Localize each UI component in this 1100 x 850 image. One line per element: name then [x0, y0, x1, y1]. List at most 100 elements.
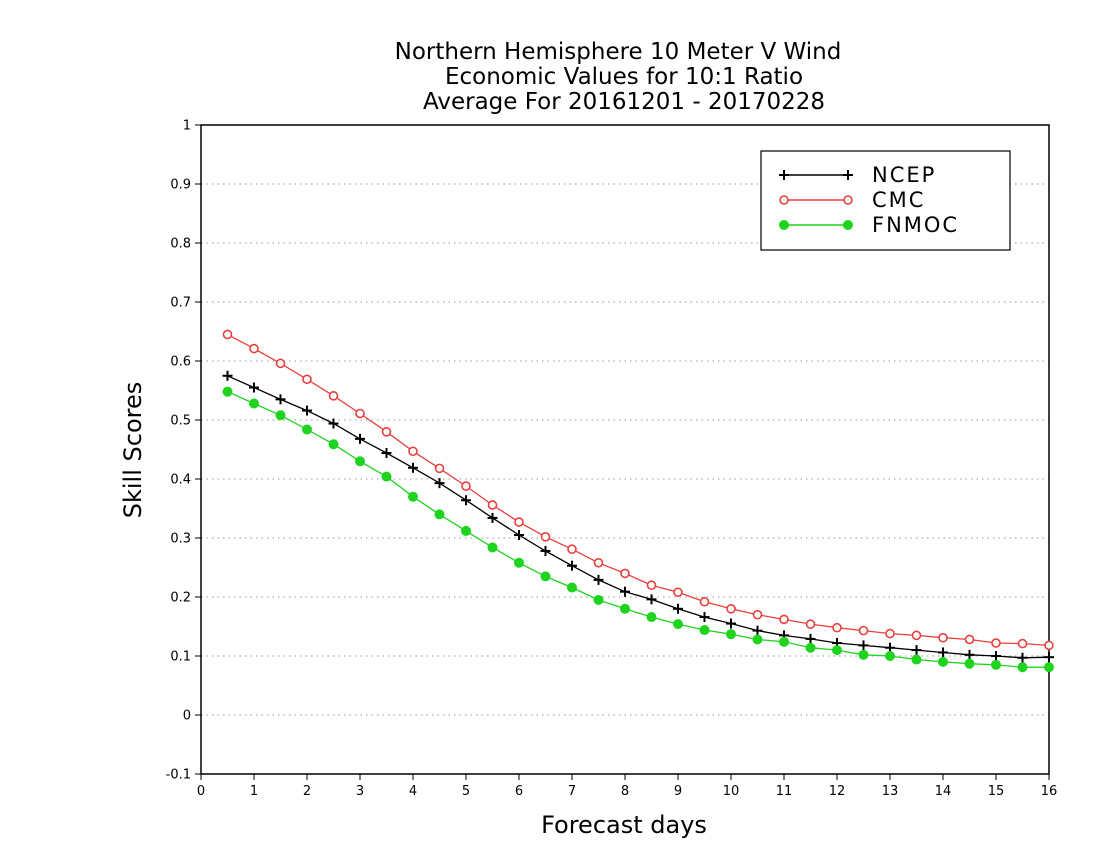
data-point-ncep	[911, 645, 922, 656]
data-point-fnmoc	[646, 612, 657, 623]
data-point-fnmoc	[408, 491, 418, 502]
legend-marker	[779, 170, 789, 180]
legend-item-cmc: CMC	[779, 188, 925, 212]
y-tick-label: 0.5	[170, 414, 191, 429]
data-point-cmc	[858, 625, 869, 636]
data-point-cmc	[646, 580, 657, 591]
data-point-ncep	[964, 649, 975, 660]
y-axis-label: Skill Scores	[119, 382, 147, 519]
data-point-ncep	[434, 478, 445, 489]
title-line-1: Northern Hemisphere 10 Meter V Wind	[395, 39, 842, 65]
axis-ticks: -0.100.10.20.30.40.50.60.70.80.910 1 2 3 4 5 6…	[166, 119, 1058, 800]
data-point-cmc	[1017, 638, 1028, 649]
data-point-ncep	[673, 603, 683, 614]
legend-marker	[843, 195, 853, 205]
x-tick-label: 6	[515, 784, 523, 799]
series-line-cmc	[227, 333, 1050, 647]
legend-label-fnmoc: FNMOC	[872, 213, 959, 237]
data-point-fnmoc	[222, 386, 233, 397]
data-point-cmc	[328, 391, 339, 401]
legend-marker	[843, 220, 853, 230]
x-tick-label: 8	[621, 784, 629, 799]
data-point-ncep	[726, 618, 736, 629]
data-point-fnmoc	[911, 654, 922, 665]
data-point-fnmoc	[858, 649, 869, 660]
data-point-cmc	[593, 557, 604, 568]
data-point-fnmoc	[381, 471, 392, 482]
data-point-ncep	[408, 462, 418, 473]
data-point-cmc	[911, 630, 922, 641]
data-point-ncep	[461, 495, 471, 506]
data-point-ncep	[275, 394, 286, 405]
data-point-cmc	[991, 638, 1001, 648]
data-point-fnmoc	[620, 603, 630, 614]
data-point-cmc	[461, 481, 471, 491]
data-point-cmc	[699, 596, 710, 607]
data-point-ncep	[540, 545, 551, 556]
data-point-cmc	[249, 343, 259, 354]
data-point-fnmoc	[302, 424, 312, 435]
data-point-fnmoc	[514, 557, 524, 568]
data-point-cmc	[620, 568, 630, 579]
data-point-cmc	[540, 532, 551, 542]
legend-label-cmc: CMC	[872, 188, 925, 212]
y-tick-label: 1	[183, 119, 191, 134]
data-point-ncep	[646, 594, 657, 605]
y-tick-label: -0.1	[166, 768, 191, 783]
data-point-ncep	[249, 382, 259, 393]
data-point-cmc	[1044, 640, 1054, 651]
data-point-ncep	[620, 586, 630, 597]
legend-item-fnmoc: FNMOC	[779, 213, 959, 237]
data-point-cmc	[964, 634, 975, 645]
data-point-fnmoc	[699, 625, 710, 636]
data-point-cmc	[938, 632, 948, 643]
data-point-ncep	[514, 530, 524, 541]
y-tick-label: 0.2	[170, 591, 191, 606]
y-tick-label: 0.4	[170, 473, 191, 488]
series-line-ncep	[227, 375, 1050, 659]
data-point-fnmoc	[275, 410, 286, 421]
data-point-cmc	[752, 609, 763, 620]
x-tick-label: 12	[829, 784, 846, 799]
x-tick-label: 15	[988, 784, 1005, 799]
data-point-cmc	[355, 408, 365, 419]
data-point-ncep	[938, 647, 948, 658]
data-point-fnmoc	[938, 656, 948, 667]
y-tick-label: 0	[183, 709, 191, 724]
x-tick-label: 4	[409, 784, 417, 799]
x-tick-label: 9	[674, 784, 682, 799]
y-tick-label: 0.1	[170, 650, 191, 665]
data-point-fnmoc	[885, 651, 895, 661]
data-point-cmc	[408, 446, 418, 457]
x-tick-label: 2	[303, 784, 311, 799]
data-point-fnmoc	[355, 456, 365, 467]
y-tick-label: 0.9	[170, 178, 191, 193]
data-point-cmc	[726, 603, 736, 614]
data-point-cmc	[222, 329, 233, 340]
data-point-fnmoc	[328, 439, 339, 450]
data-point-ncep	[1017, 652, 1028, 663]
series-fnmoc	[222, 386, 1054, 673]
data-point-fnmoc	[779, 636, 789, 647]
y-tick-label: 0.3	[170, 532, 191, 547]
x-tick-label: 10	[723, 784, 740, 799]
data-point-cmc	[779, 614, 789, 625]
data-point-cmc	[832, 622, 842, 633]
y-tick-label: 0.8	[170, 237, 191, 252]
data-point-cmc	[885, 628, 895, 639]
series-cmc	[222, 329, 1054, 651]
x-tick-label: 5	[462, 784, 470, 799]
data-point-fnmoc	[964, 658, 975, 669]
data-point-cmc	[805, 619, 816, 629]
data-point-cmc	[673, 587, 683, 598]
data-point-ncep	[1044, 652, 1054, 663]
data-point-fnmoc	[832, 645, 842, 656]
y-tick-label: 0.6	[170, 355, 191, 370]
x-tick-label: 0	[197, 784, 205, 799]
data-point-ncep	[222, 370, 233, 381]
data-point-ncep	[381, 448, 392, 459]
data-point-ncep	[355, 433, 365, 444]
